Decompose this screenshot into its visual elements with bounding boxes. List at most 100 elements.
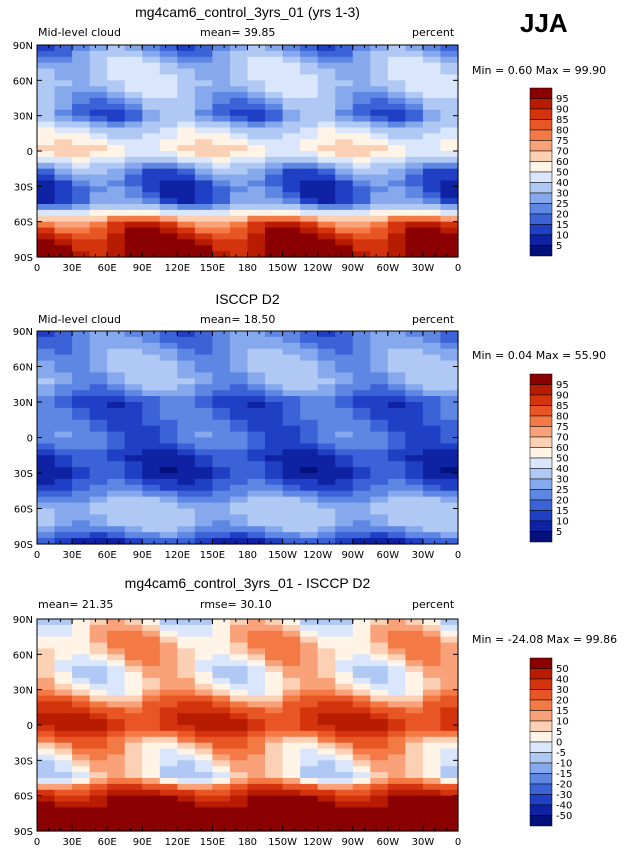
map-cell bbox=[107, 360, 126, 368]
map-cell bbox=[124, 86, 143, 93]
map-cell bbox=[212, 514, 231, 521]
x-tick-label: 30E bbox=[63, 263, 82, 274]
map-cell bbox=[387, 654, 406, 661]
map-cell bbox=[422, 198, 442, 205]
map-cell bbox=[300, 162, 319, 170]
map-cell bbox=[387, 473, 406, 480]
map-cell bbox=[387, 342, 406, 350]
map-cell bbox=[194, 251, 214, 258]
map-cell bbox=[265, 443, 284, 450]
map-cell bbox=[352, 174, 371, 182]
map-cell bbox=[37, 514, 56, 521]
map-cell bbox=[194, 449, 214, 456]
map-cell bbox=[265, 660, 284, 667]
map-cell bbox=[387, 449, 406, 456]
map-cell bbox=[177, 239, 196, 246]
map-cell bbox=[405, 402, 424, 409]
map-cell bbox=[159, 127, 178, 134]
map-cell bbox=[72, 168, 91, 176]
map-cell bbox=[282, 520, 301, 527]
map-cell bbox=[54, 186, 73, 193]
map-cell bbox=[317, 819, 336, 826]
map-cell bbox=[440, 378, 459, 385]
map-cell bbox=[229, 192, 249, 199]
map-cell bbox=[370, 215, 389, 223]
map-cell bbox=[89, 478, 108, 486]
map-cell bbox=[370, 484, 389, 492]
y-tick-label: 60N bbox=[13, 363, 33, 374]
map-cell bbox=[265, 204, 284, 211]
map-cell bbox=[142, 520, 161, 527]
map-cell bbox=[247, 56, 266, 64]
map-cell bbox=[317, 336, 336, 344]
map-cell bbox=[265, 372, 284, 379]
map-cell bbox=[282, 760, 301, 767]
map-cell bbox=[440, 50, 459, 58]
map-cell bbox=[247, 819, 266, 826]
panel-1-left-label: Mid-level cloud bbox=[38, 26, 121, 39]
map-cell bbox=[89, 425, 108, 433]
map-cell bbox=[124, 56, 143, 64]
map-cell bbox=[194, 736, 214, 744]
colorbar-label: 85 bbox=[556, 401, 569, 412]
map-cell bbox=[159, 192, 178, 199]
map-cell bbox=[300, 419, 319, 427]
map-cell bbox=[370, 145, 389, 152]
map-cell bbox=[370, 209, 389, 217]
map-cell bbox=[387, 725, 406, 732]
map-cell bbox=[405, 336, 424, 344]
map-cell bbox=[265, 648, 284, 655]
map-cell bbox=[124, 127, 143, 134]
map-cell bbox=[54, 168, 73, 176]
map-cell bbox=[107, 227, 126, 235]
map-cell bbox=[422, 331, 442, 338]
map-cell bbox=[177, 719, 196, 726]
map-cell bbox=[370, 127, 389, 134]
map-cell bbox=[142, 198, 161, 205]
map-cell bbox=[107, 402, 126, 409]
map-cell bbox=[124, 215, 143, 223]
map-cell bbox=[335, 390, 354, 397]
map-cell bbox=[265, 239, 284, 246]
map-cell bbox=[124, 378, 143, 385]
map-cell bbox=[440, 825, 459, 832]
y-tick-label: 0 bbox=[27, 721, 33, 732]
y-tick-label: 90N bbox=[13, 615, 33, 626]
map-cell bbox=[440, 742, 459, 750]
map-cell bbox=[352, 789, 371, 797]
map-cell bbox=[159, 725, 178, 732]
map-cell bbox=[247, 156, 266, 164]
map-cell bbox=[72, 221, 91, 229]
colorbar-label: 60 bbox=[556, 157, 569, 168]
map-cell bbox=[370, 701, 389, 708]
map-cell bbox=[300, 677, 319, 685]
map-cell bbox=[124, 514, 143, 521]
map-cell bbox=[440, 133, 459, 140]
map-cell bbox=[317, 198, 336, 205]
map-cell bbox=[212, 192, 231, 199]
map-cell bbox=[72, 233, 91, 240]
map-cell bbox=[107, 538, 126, 545]
map-cell bbox=[300, 707, 319, 714]
map-cell bbox=[440, 115, 459, 123]
map-cell bbox=[177, 725, 196, 732]
map-cell bbox=[89, 754, 108, 761]
map-cell bbox=[422, 209, 442, 217]
map-cell bbox=[107, 455, 126, 462]
map-cell bbox=[54, 467, 73, 474]
map-cell bbox=[440, 221, 459, 229]
map-cell bbox=[265, 532, 284, 539]
map-cell bbox=[229, 484, 249, 492]
map-cell bbox=[72, 754, 91, 761]
map-cell bbox=[229, 532, 249, 539]
map-cell bbox=[335, 695, 354, 703]
map-cell bbox=[352, 526, 371, 533]
map-cell bbox=[247, 725, 266, 732]
map-cell bbox=[89, 80, 108, 87]
map-cell bbox=[159, 532, 178, 539]
map-cell bbox=[72, 251, 91, 258]
map-cell bbox=[405, 683, 424, 691]
map-cell bbox=[440, 624, 459, 632]
map-cell bbox=[229, 701, 249, 708]
map-cell bbox=[37, 92, 56, 99]
